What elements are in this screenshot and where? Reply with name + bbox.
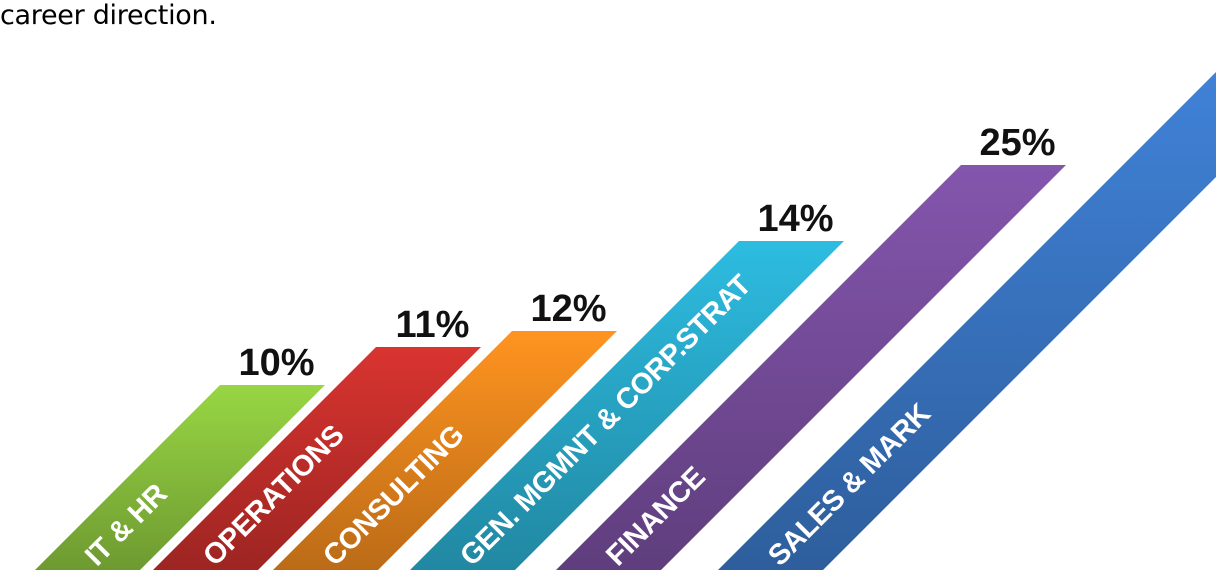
bar-gen-mgmnt-corp-strat [410, 241, 844, 570]
value-label: 14% [757, 198, 833, 240]
caption-text: career direction. [0, 0, 217, 31]
value-label: 11% [396, 304, 470, 346]
value-label: 25% [979, 122, 1055, 164]
value-label: 10% [238, 342, 314, 384]
bar-operations [153, 347, 481, 570]
bar-sales-mark [718, 72, 1216, 570]
value-label: 12% [530, 288, 606, 330]
bar-finance [556, 165, 1066, 570]
bar-consulting [273, 331, 617, 570]
bar-it-hr [35, 385, 325, 570]
